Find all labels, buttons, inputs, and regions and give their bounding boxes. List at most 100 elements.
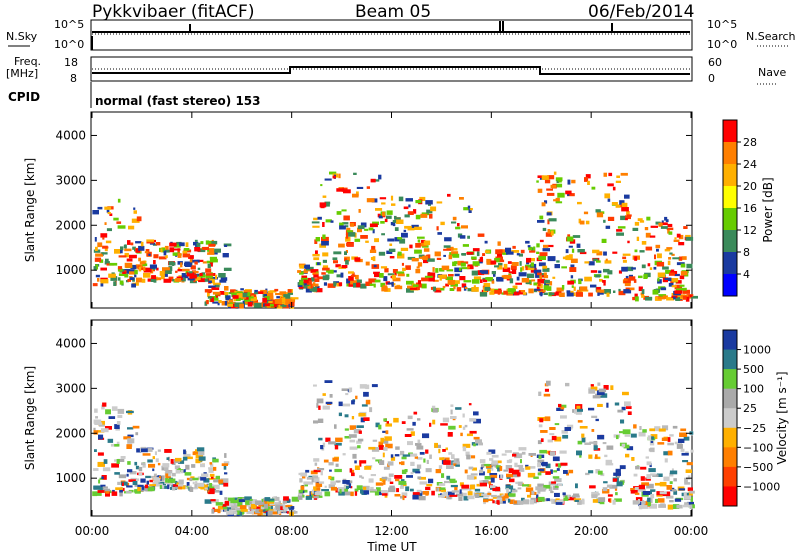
velocity-blob-548 — [320, 470, 323, 476]
velocity-blob-393 — [250, 502, 257, 505]
power-blob-1162 — [578, 279, 582, 285]
power-blob-849 — [392, 277, 401, 282]
power-blob-527 — [313, 217, 318, 221]
power-blob-287 — [223, 292, 229, 295]
velocity-blob-519 — [359, 463, 362, 467]
power-blob-827 — [382, 211, 386, 217]
power-blob-1304 — [639, 250, 645, 253]
power-blob-350 — [248, 293, 256, 298]
power-blob-580 — [345, 233, 349, 239]
power-blob-703 — [413, 209, 417, 214]
velocity-blob-154 — [137, 486, 145, 491]
velocity-blob-585 — [378, 424, 382, 430]
power-blob-1151 — [543, 292, 548, 295]
velocity-blob-222 — [198, 456, 206, 461]
velocity-blob-547 — [354, 488, 359, 492]
power-blob-1027 — [603, 268, 610, 273]
freq-tick-8: 8 — [70, 72, 77, 85]
velocity-blob-1140 — [539, 418, 544, 423]
power-blob-930 — [484, 250, 490, 253]
power-blob-1186 — [606, 292, 610, 297]
velocity-blob-1198 — [597, 470, 603, 475]
power-blob-693 — [423, 258, 429, 264]
velocity-blob-997 — [505, 485, 514, 490]
power-blob-29 — [118, 273, 126, 276]
velocity-blob-26 — [135, 432, 139, 436]
velocity-blob-643 — [318, 405, 321, 410]
power-blob-831 — [417, 262, 423, 267]
power-blob-90 — [97, 278, 100, 282]
velocity-blob-795 — [422, 433, 430, 439]
power-blob-754 — [437, 232, 442, 235]
power-blob-1076 — [585, 220, 590, 225]
velocity-blob-1254 — [682, 460, 689, 463]
power-blob-330 — [230, 289, 236, 293]
power-blob-1031 — [627, 240, 630, 244]
velocity-blob-893 — [487, 469, 491, 474]
power-blob-1013 — [625, 275, 629, 280]
velocity-blob-1169 — [581, 437, 586, 443]
power-blob-195 — [196, 248, 201, 252]
power-blob-760 — [459, 276, 466, 281]
velocity-blob-1224 — [687, 487, 693, 492]
velocity-blob-1331 — [634, 492, 640, 495]
vel-cbar-swatch-7 — [723, 466, 737, 487]
velocity-blob-622 — [328, 475, 332, 480]
velocity-blob-1190 — [621, 443, 626, 448]
velocity-blob-397 — [263, 509, 269, 513]
velocity-blob-905 — [481, 480, 489, 484]
power-blob-909 — [515, 282, 522, 285]
velocity-blob-699 — [429, 454, 432, 459]
power-blob-1102 — [601, 238, 607, 243]
velocity-blob-291 — [213, 479, 216, 482]
power-blob-1083 — [561, 285, 565, 290]
power-blob-1034 — [617, 226, 626, 229]
power-blob-850 — [411, 258, 419, 262]
velocity-blob-118 — [174, 480, 178, 485]
power-blob-383 — [284, 301, 290, 305]
power-scatter-blobs — [92, 171, 698, 309]
power-blob-234 — [177, 269, 185, 272]
velocity-blob-148 — [191, 487, 197, 490]
velocity-blob-650 — [435, 469, 442, 474]
velocity-blob-625 — [361, 491, 366, 494]
power-blob-969 — [520, 267, 523, 272]
velocity-blob-996 — [491, 494, 497, 498]
power-blob-1243 — [668, 282, 674, 287]
velocity-blob-870 — [515, 464, 524, 468]
velocity-blob-427 — [239, 505, 247, 510]
velocity-blob-1333 — [642, 429, 647, 433]
velocity-blob-67 — [97, 461, 105, 467]
velocity-blob-970 — [482, 463, 490, 467]
power-blob-1095 — [537, 220, 545, 223]
velocity-blob-965 — [479, 482, 487, 487]
power-blob-1183 — [596, 260, 601, 263]
velocity-blob-1237 — [650, 434, 658, 439]
velocity-blob-1055 — [558, 404, 567, 408]
power-blob-1200 — [623, 289, 632, 294]
velocity-blob-1322 — [680, 428, 687, 432]
power-blob-169 — [155, 242, 161, 246]
velocity-blob-1167 — [625, 406, 632, 409]
velocity-blob-857 — [398, 480, 407, 485]
velocity-blob-1327 — [639, 426, 642, 431]
velocity-blob-1006 — [500, 474, 503, 479]
velocity-blob-1188 — [537, 496, 545, 502]
power-cbar-swatch-3 — [723, 186, 737, 209]
velocity-blob-83 — [107, 438, 114, 443]
velocity-blob-720 — [436, 487, 439, 492]
velocity-ytick-label-1: 3000 — [55, 381, 86, 395]
power-blob-855 — [471, 256, 477, 260]
velocity-blob-226 — [138, 472, 143, 476]
power-blob-71 — [133, 207, 136, 210]
velocity-blob-120 — [185, 464, 190, 470]
velocity-blob-445 — [258, 509, 263, 512]
velocity-blob-806 — [416, 445, 424, 450]
power-blob-774 — [394, 217, 401, 220]
velocity-blob-1027 — [567, 496, 576, 501]
velocity-blob-648 — [314, 491, 323, 496]
power-blob-875 — [483, 283, 491, 288]
velocity-blob-1005 — [511, 489, 518, 493]
power-blob-1026 — [588, 261, 595, 266]
